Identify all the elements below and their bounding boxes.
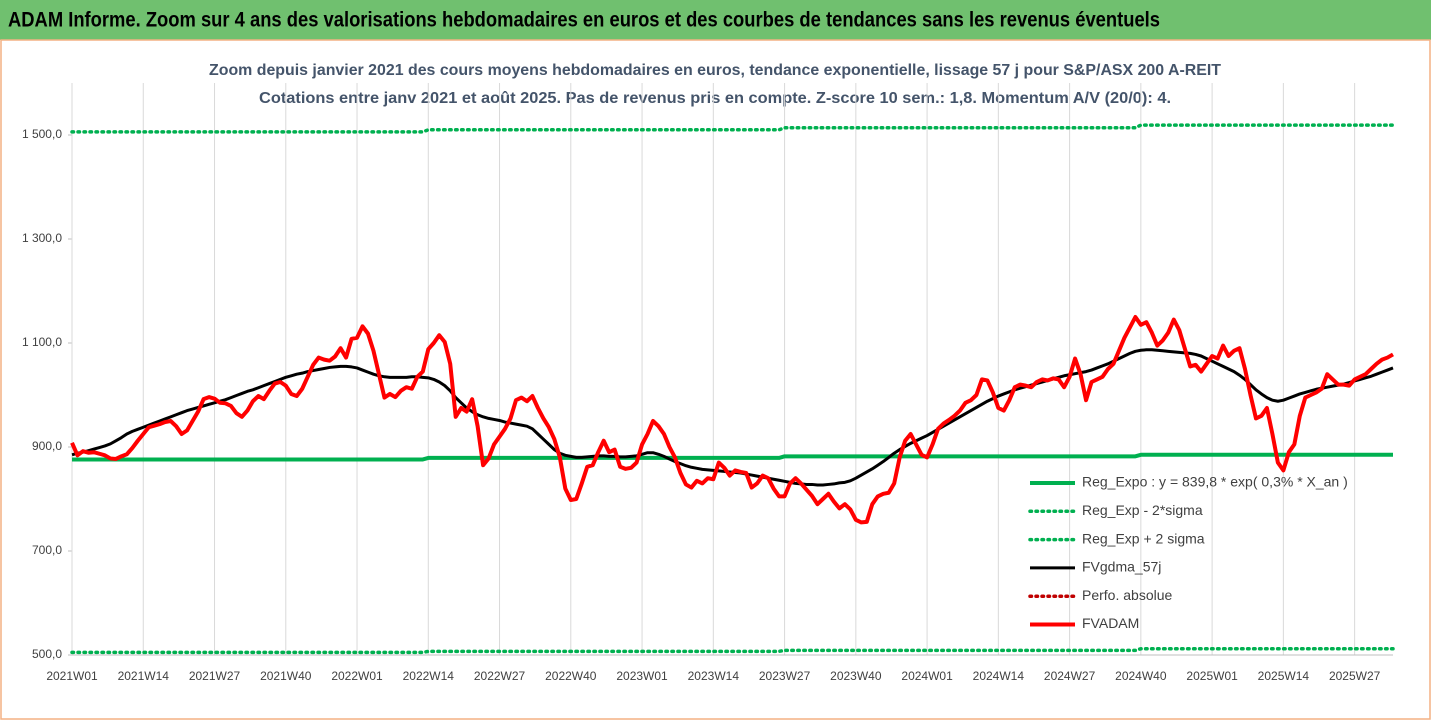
x-tick-label: 2022W14 <box>403 669 455 683</box>
x-tick-label: 2023W40 <box>830 669 882 683</box>
x-tick-label: 2024W01 <box>901 669 953 683</box>
legend-label: FVADAM <box>1082 615 1139 631</box>
chart-title: Zoom depuis janvier 2021 des cours moyen… <box>209 62 1221 79</box>
x-tick-label: 2021W40 <box>260 669 312 683</box>
chart-subtitle: Cotations entre janv 2021 et août 2025. … <box>259 90 1171 107</box>
x-tick-label: 2022W27 <box>474 669 526 683</box>
banner-title: ADAM Informe. Zoom sur 4 ans des valoris… <box>8 9 1160 32</box>
series-line <box>70 123 1395 134</box>
series-line <box>70 647 1395 655</box>
x-tick-label: 2022W01 <box>331 669 383 683</box>
x-tick-label: 2021W01 <box>46 669 98 683</box>
y-tick-label: 1 100,0 <box>22 335 62 349</box>
x-tick-label: 2025W27 <box>1329 669 1381 683</box>
y-tick-label: 1 300,0 <box>22 231 62 245</box>
x-tick-label: 2024W14 <box>973 669 1025 683</box>
x-tick-label: 2025W01 <box>1186 669 1238 683</box>
y-tick-label: 1 500,0 <box>22 127 62 141</box>
x-tick-label: 2021W14 <box>118 669 170 683</box>
legend-label: Perfo. absolue <box>1082 587 1172 603</box>
y-tick-label: 700,0 <box>32 543 62 557</box>
x-tick-label: 2024W27 <box>1044 669 1096 683</box>
banner-bar <box>0 0 1431 40</box>
legend-label: Reg_Expo : y = 839,8 * exp( 0,3% * X_an … <box>1082 474 1348 490</box>
chart-border <box>0 39 1431 720</box>
y-tick-label: 500,0 <box>32 647 62 661</box>
y-tick-label: 900,0 <box>32 439 62 453</box>
x-tick-label: 2021W27 <box>189 669 241 683</box>
legend-label: Reg_Exp + 2 sigma <box>1082 530 1205 546</box>
x-tick-label: 2023W14 <box>688 669 740 683</box>
legend-label: FVgdma_57j <box>1082 559 1161 575</box>
series-line <box>72 452 1393 462</box>
x-tick-label: 2022W40 <box>545 669 597 683</box>
legend-label: Reg_Exp - 2*sigma <box>1082 502 1203 518</box>
x-tick-label: 2023W27 <box>759 669 811 683</box>
x-tick-label: 2023W01 <box>616 669 668 683</box>
x-tick-label: 2024W40 <box>1115 669 1167 683</box>
series-line <box>70 315 1394 525</box>
x-tick-label: 2025W14 <box>1258 669 1310 683</box>
